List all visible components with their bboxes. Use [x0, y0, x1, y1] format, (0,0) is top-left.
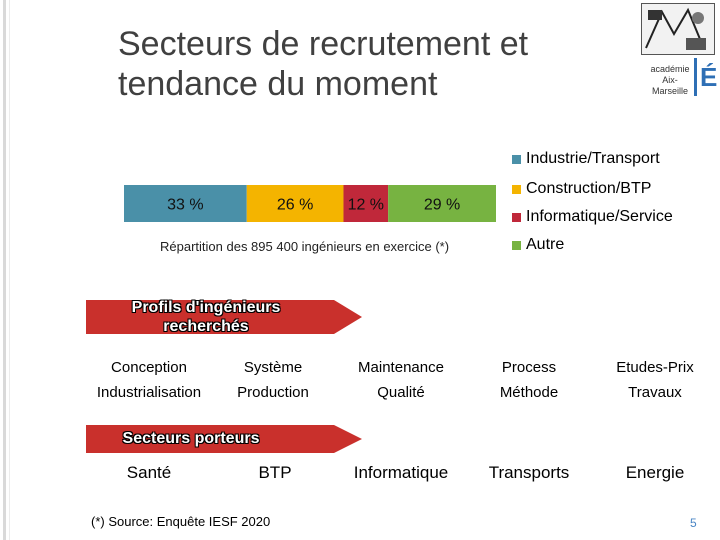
slide-border-inner — [9, 0, 10, 540]
bar-value-label: 29 % — [424, 197, 460, 214]
stacked-bar-chart: 33 % 26 % 12 % 29 % — [124, 185, 496, 222]
sector-item: BTP — [258, 463, 292, 482]
academie-line1: académie — [650, 64, 690, 74]
profile-cell: Process — [501, 359, 557, 376]
profile-cell: Etudes-Prix — [616, 359, 694, 376]
profiles-heading: Profils d'ingénieurs recherchés — [131, 299, 281, 335]
profile-cell: Production — [237, 384, 309, 401]
bar-value-label: 12 % — [348, 197, 384, 214]
legend-swatch — [512, 213, 521, 222]
sector-item: Transports — [488, 463, 570, 482]
profile-cell: Maintenance — [358, 359, 444, 376]
bar-value-label: 26 % — [277, 197, 313, 214]
legend-swatch — [512, 155, 521, 164]
page-number: 5 — [690, 516, 697, 530]
source-note: (*) Source: Enquête IESF 2020 — [91, 514, 271, 529]
bar-segment-2 — [246, 185, 344, 222]
slide-border — [3, 0, 6, 540]
profiles-banner: Profils d'ingénieurs recherchés — [86, 296, 362, 338]
academie-mark: É — [700, 62, 718, 92]
bar-value-label: 33 % — [167, 197, 203, 214]
sector-item: Energie — [625, 463, 685, 482]
bar-segment-3 — [343, 185, 389, 222]
legend-label: Industrie/Transport — [526, 150, 660, 167]
sector-item: Informatique — [353, 463, 449, 482]
sectors-heading: Secteurs porteurs — [122, 430, 260, 447]
profile-cell: Méthode — [499, 384, 559, 401]
academie-line2: Aix-Marseille — [651, 75, 688, 96]
bar-segment-4 — [388, 185, 496, 222]
legend-swatch — [512, 185, 521, 194]
sector-item: Santé — [126, 463, 172, 482]
profile-cell: Système — [243, 359, 303, 376]
profile-cell: Industrialisation — [96, 384, 202, 401]
legend-label: Construction/BTP — [526, 180, 652, 197]
bar-segment-1 — [124, 185, 247, 222]
page-title: Secteurs de recrutement et tendance du m… — [118, 25, 529, 103]
profile-cell: Qualité — [377, 384, 425, 401]
profile-cell: Travaux — [628, 384, 682, 401]
monde-industriel-logo — [641, 3, 715, 55]
legend-label: Autre — [526, 236, 565, 253]
profile-cell: Conception — [111, 359, 187, 376]
legend-swatch — [512, 241, 521, 250]
sectors-banner: Secteurs porteurs — [86, 422, 362, 456]
academie-logo: académie Aix-Marseille É — [648, 58, 718, 104]
legend-label: Informatique/Service — [526, 208, 673, 225]
chart-caption: Répartition des 895 400 ingénieurs en ex… — [160, 239, 450, 254]
